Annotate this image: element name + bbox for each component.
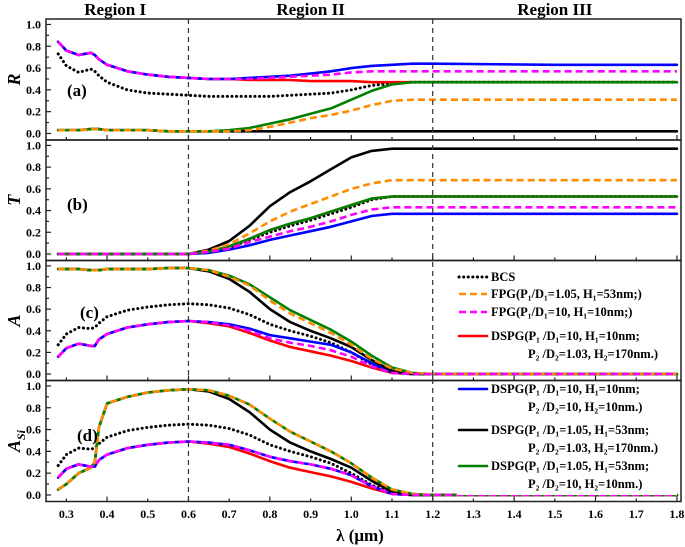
y-tick-label: 0.2 (26, 105, 41, 119)
y-axis-label: T (4, 194, 24, 206)
y-tick-label: 1.0 (26, 379, 41, 393)
series-line-2 (57, 41, 677, 81)
legend-bg (457, 384, 677, 418)
legend-entry: BCS (457, 270, 677, 288)
panel-frame (45, 18, 682, 141)
y-tick-label: 0.6 (26, 61, 41, 75)
y-tick-label: 0.4 (26, 83, 41, 97)
y-tick-label: 0.2 (26, 345, 41, 359)
y-tick-label: 0.8 (26, 39, 41, 53)
y-tick-label: 0.0 (26, 126, 41, 140)
series-line-2 (57, 440, 677, 497)
series-line-0 (56, 195, 679, 256)
y-tick-label: 0.0 (26, 367, 41, 381)
y-tick-label: 0.0 (26, 247, 41, 261)
series-line-4 (56, 212, 679, 256)
panel-b: 0.0 0.2 0.4 0.6 0.8 1.0 T (b) (4, 138, 682, 262)
x-tick-label: 0.7 (222, 507, 237, 521)
legend-bg (457, 289, 677, 305)
legend-bg (457, 272, 677, 288)
y-tick-label: 0.0 (26, 488, 41, 502)
y-axis-label: R (4, 73, 24, 86)
x-tick-label: 0.4 (100, 507, 115, 521)
panel-label: (d) (77, 426, 98, 445)
legend-bg (457, 307, 677, 323)
y-tick-label: 0.8 (26, 401, 41, 415)
series-line-4 (56, 40, 679, 81)
x-tick-label: 1.2 (425, 507, 440, 521)
legend-bg (457, 461, 677, 495)
y-tick-label: 0.8 (26, 281, 41, 295)
region-label: Region I (84, 0, 146, 19)
legend-label: DSPG(P₁ /D₁=1.05, H₁=53nm; (491, 423, 649, 437)
series-line-6 (56, 195, 679, 256)
series-line-1 (58, 266, 677, 376)
legend-label-line2: P₂ /D₂=1.03, H₂=170nm.) (528, 441, 658, 455)
legend-label: DSPG(P₁ /D₁=1.05, H₁=53nm; (491, 459, 649, 473)
x-tick-label: 1.8 (669, 507, 684, 521)
x-tick-label: 0.3 (59, 507, 74, 521)
y-tick-label: 0.2 (26, 225, 41, 239)
y-tick-label: 0.8 (26, 160, 41, 174)
legend-entry: DSPG(P₁ /D₁=1.05, H₁=53nm; P₂ /D₂=1.03, H… (457, 423, 677, 459)
x-tick-label: 1.3 (466, 507, 481, 521)
region-label: Region III (517, 0, 592, 19)
series-line-2 (58, 206, 677, 256)
y-tick-label: 0.4 (26, 444, 41, 458)
legend-entry: FPG(P₁/D₁=1.05, H₁=53nm;) (457, 287, 677, 305)
y-tick-label: 0.6 (26, 423, 41, 437)
panel-label: (c) (80, 303, 99, 322)
panel-label: (b) (67, 195, 88, 214)
legend-label-line2: P₂ /D₂=1.03, H₂=170nm.) (528, 347, 658, 361)
x-tick-label: 0.8 (262, 507, 277, 521)
x-tick-label: 0.5 (140, 507, 155, 521)
y-axis-label-subscript: Si (14, 429, 28, 440)
y-tick-label: 0.4 (26, 324, 41, 338)
y-tick-label: 1.0 (26, 138, 41, 152)
y-axis-label: ASi (4, 429, 28, 453)
series-line-3 (56, 195, 679, 256)
panel-a: 0.0 0.2 0.4 0.6 0.8 1.0 R (a) (4, 17, 682, 141)
legend-label-line2: P₂ /D₂=10, H₂=10nm.) (528, 477, 642, 491)
legend-label: DSPG(P₁ /D₁=10, H₁=10nm; (491, 382, 640, 396)
x-tick-label: 1.1 (384, 507, 399, 521)
series-line-2 (57, 319, 677, 376)
legend-label: BCS (491, 270, 515, 284)
y-tick-label: 0.6 (26, 302, 41, 316)
x-tick-label: 1.4 (507, 507, 522, 521)
legend-label: FPG(P₁/D₁=1.05, H₁=53nm;) (491, 287, 642, 301)
legend-entry: FPG(P₁/D₁=10, H₁=10nm;) (457, 305, 677, 323)
y-tick-label: 0.2 (26, 466, 41, 480)
y-tick-label: 0.6 (26, 182, 41, 196)
legend-entry: DSPG(P₁ /D₁=1.05, H₁=53nm; P₂ /D₂=10, H₂=… (457, 459, 677, 495)
legend-label-line2: P₂ /D₂=10, H₂=10nm.) (528, 400, 642, 414)
panel-c: 0.0 0.2 0.4 0.6 0.8 1.0 A (c) (4, 259, 682, 382)
x-tick-label: 0.6 (181, 507, 196, 521)
y-tick-label: 1.0 (26, 17, 41, 31)
region-label: Region II (276, 0, 345, 19)
x-axis-label: λ (μm) (336, 526, 384, 545)
legend-entry: DSPG(P₁ /D₁=10, H₁=10nm; P₂ /D₂=1.03, H₂=… (457, 329, 677, 365)
x-tick-label: 1.0 (344, 507, 359, 521)
x-tick-label: 1.5 (547, 507, 562, 521)
series-line-1 (57, 387, 677, 497)
x-tick-label: 1.7 (629, 507, 644, 521)
legend-label: FPG(P₁/D₁=10, H₁=10nm;) (491, 305, 632, 319)
series-line-1 (58, 98, 677, 133)
legend-entry: DSPG(P₁ /D₁=10, H₁=10nm; P₂ /D₂=10, H₂=10… (457, 382, 677, 418)
y-axis-label: A (4, 314, 24, 327)
x-tick-label: 1.6 (588, 507, 603, 521)
y-tick-label: 1.0 (26, 259, 41, 273)
legend-bg (457, 425, 677, 459)
y-tick-label: 0.4 (26, 204, 41, 218)
x-tick-label: 0.9 (303, 507, 318, 521)
legend-bg (457, 331, 677, 365)
legend-label: DSPG(P₁ /D₁=10, H₁=10nm; (491, 329, 640, 343)
panel-label: (a) (67, 81, 87, 100)
panel-d: 0.0 0.2 0.4 0.6 0.8 1.0 ASi (d) (4, 379, 682, 503)
